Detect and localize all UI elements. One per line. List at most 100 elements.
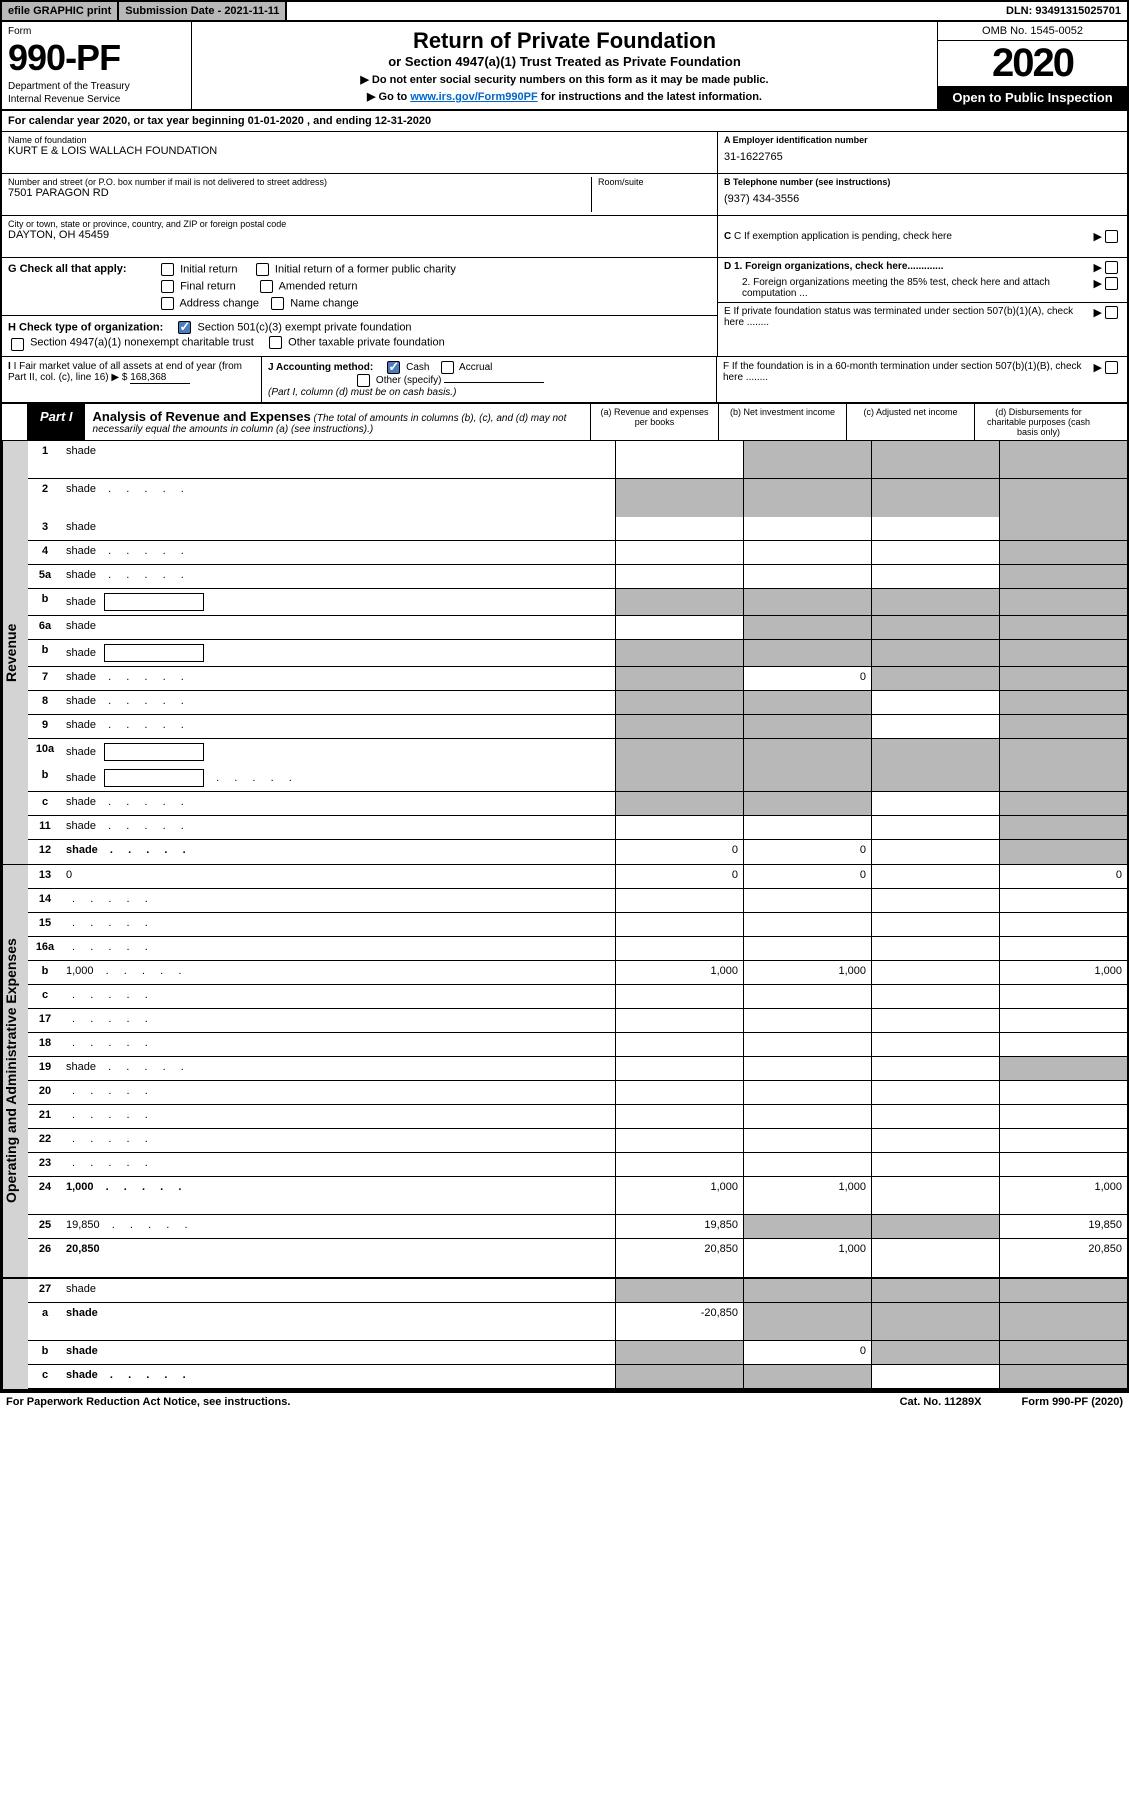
final-return-check[interactable] [161, 280, 174, 293]
value-cell-b [743, 691, 871, 714]
value-cell-b [743, 715, 871, 738]
line-number: 9 [28, 715, 62, 738]
value-cell-c [871, 1105, 999, 1128]
footer-left: For Paperwork Reduction Act Notice, see … [6, 1396, 290, 1408]
value-cell-c [871, 937, 999, 960]
table-row: 3shade [28, 517, 1127, 541]
table-row: 15 . . . . . [28, 913, 1127, 937]
table-row: 2shade . . . . . [28, 479, 1127, 517]
value-cell-d: 1,000 [999, 961, 1127, 984]
info-left: Name of foundation KURT E & LOIS WALLACH… [2, 132, 717, 356]
table-row: 10ashade [28, 739, 1127, 765]
title-cell: Return of Private Foundation or Section … [192, 22, 937, 109]
e-check[interactable] [1105, 306, 1118, 319]
table-row: 16a . . . . . [28, 937, 1127, 961]
accrual-check[interactable] [441, 361, 454, 374]
value-cell-b [743, 1057, 871, 1080]
info-right: A Employer identification number 31-1622… [717, 132, 1127, 356]
tel-row: B Telephone number (see instructions) (9… [718, 174, 1127, 216]
value-cell-b [743, 1365, 871, 1388]
other-taxable-check[interactable] [269, 336, 282, 349]
501c3-check[interactable] [178, 321, 191, 334]
value-cell-b: 0 [743, 667, 871, 690]
ein-label: A Employer identification number [724, 135, 1121, 145]
value-cell-d [999, 479, 1127, 517]
d2-check[interactable] [1105, 277, 1118, 290]
value-cell-d [999, 985, 1127, 1008]
line-number: b [28, 640, 62, 666]
name-change-check[interactable] [271, 297, 284, 310]
col-a-header: (a) Revenue and expenses per books [590, 404, 718, 440]
line-description: shade . . . . . [62, 792, 615, 815]
value-cell-a [615, 913, 743, 936]
value-cell-b [743, 1215, 871, 1238]
value-cell-a [615, 667, 743, 690]
table-row: 7shade . . . . .0 [28, 667, 1127, 691]
line-number: b [28, 961, 62, 984]
line-number: b [28, 1341, 62, 1364]
line-description: shade [62, 1341, 615, 1364]
value-cell-b [743, 765, 871, 791]
value-cell-a [615, 792, 743, 815]
city-label: City or town, state or province, country… [8, 219, 711, 229]
value-cell-a [615, 937, 743, 960]
value-cell-a [615, 889, 743, 912]
line-number: 12 [28, 840, 62, 864]
ein-row: A Employer identification number 31-1622… [718, 132, 1127, 174]
d1-check[interactable] [1105, 261, 1118, 274]
irs-link[interactable]: www.irs.gov/Form990PF [410, 91, 537, 103]
expenses-section: Operating and Administrative Expenses 13… [2, 864, 1127, 1277]
value-cell-b: 1,000 [743, 1239, 871, 1277]
omb-cell: OMB No. 1545-0052 2020 Open to Public In… [937, 22, 1127, 109]
line-number: 27 [28, 1279, 62, 1302]
value-cell-c [871, 1365, 999, 1388]
line-number: 25 [28, 1215, 62, 1238]
c-check[interactable] [1105, 230, 1118, 243]
value-cell-d [999, 1081, 1127, 1104]
f-check[interactable] [1105, 361, 1118, 374]
instruction-2: ▶ Go to www.irs.gov/Form990PF for instru… [198, 90, 931, 103]
value-cell-b: 1,000 [743, 961, 871, 984]
line-number: 6a [28, 616, 62, 639]
instruction-1: ▶ Do not enter social security numbers o… [198, 73, 931, 86]
line-description: shade . . . . . [62, 565, 615, 588]
value-cell-a [615, 1129, 743, 1152]
col-d-header: (d) Disbursements for charitable purpose… [974, 404, 1102, 440]
line-number: 26 [28, 1239, 62, 1277]
value-cell-d: 19,850 [999, 1215, 1127, 1238]
address-change-check[interactable] [161, 297, 174, 310]
line-number: 10a [28, 739, 62, 765]
line-description: shade [62, 739, 615, 765]
table-row: 22 . . . . . [28, 1129, 1127, 1153]
initial-former-check[interactable] [256, 263, 269, 276]
foundation-name-row: Name of foundation KURT E & LOIS WALLACH… [2, 132, 717, 174]
4947-check[interactable] [11, 338, 24, 351]
other-method-check[interactable] [357, 374, 370, 387]
value-cell-c [871, 913, 999, 936]
value-cell-c [871, 589, 999, 615]
value-cell-b: 0 [743, 1341, 871, 1364]
bottom-info: I I Fair market value of all assets at e… [2, 357, 1127, 404]
line-description: shade . . . . . [62, 479, 615, 517]
value-cell-c [871, 715, 999, 738]
form-number: 990-PF [8, 37, 185, 79]
value-cell-d [999, 565, 1127, 588]
value-cell-a [615, 1279, 743, 1302]
line-description: . . . . . [62, 1129, 615, 1152]
initial-return-check[interactable] [161, 263, 174, 276]
value-cell-d [999, 441, 1127, 478]
part1-desc: Analysis of Revenue and Expenses (The to… [85, 404, 590, 440]
line-number: b [28, 765, 62, 791]
value-cell-c [871, 1341, 999, 1364]
amended-check[interactable] [260, 280, 273, 293]
value-cell-c [871, 1153, 999, 1176]
value-cell-a [615, 1033, 743, 1056]
ein: 31-1622765 [724, 151, 1121, 163]
value-cell-d [999, 1153, 1127, 1176]
value-cell-c [871, 565, 999, 588]
cash-check[interactable] [387, 361, 400, 374]
value-cell-b: 1,000 [743, 1177, 871, 1214]
value-cell-c [871, 441, 999, 478]
value-cell-d [999, 937, 1127, 960]
fmv-value: 168,368 [130, 372, 190, 384]
